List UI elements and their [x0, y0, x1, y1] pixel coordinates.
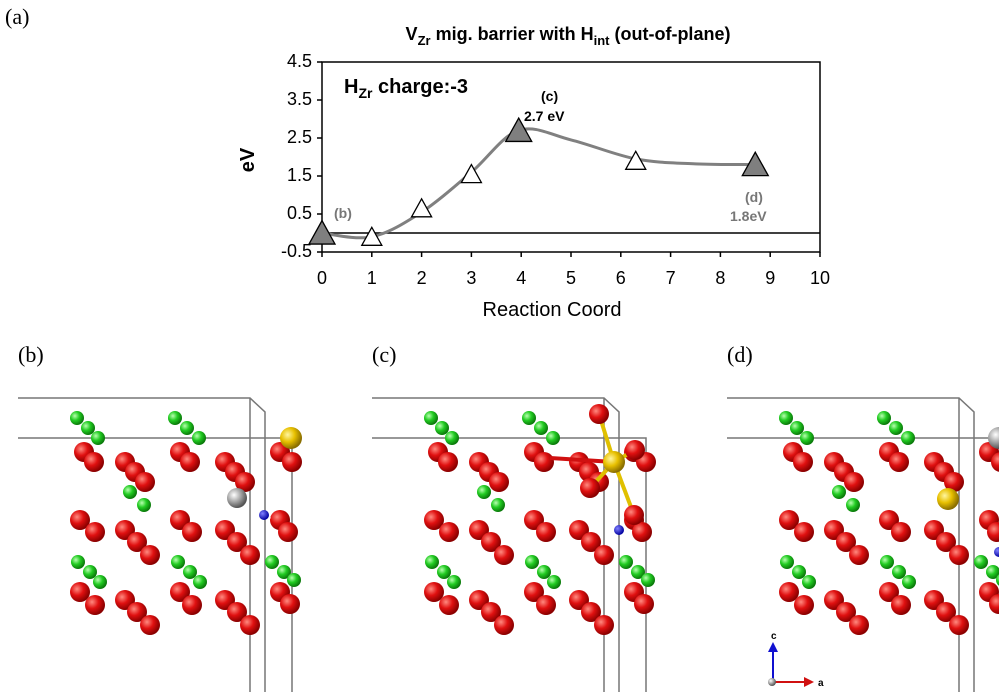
x-tick-label: 3 [466, 268, 476, 288]
annotation-part: Zr [358, 85, 373, 101]
title-part: V [406, 24, 418, 44]
x-tick-label: 5 [566, 268, 576, 288]
x-axis-label: Reaction Coord [483, 299, 622, 321]
y-tick-label: 3.5 [287, 89, 312, 109]
x-tick-label: 1 [367, 268, 377, 288]
x-tick-label: 7 [666, 268, 676, 288]
chart-title: VZr mig. barrier with Hint (out-of-plane… [406, 24, 731, 48]
annotation: (b) [334, 205, 352, 221]
annotation: 2.7 eV [524, 108, 565, 124]
x-tick-label: 0 [317, 268, 327, 288]
x-tick-label: 6 [616, 268, 626, 288]
x-tick-label: 4 [516, 268, 526, 288]
annotation: (c) [541, 88, 558, 104]
figure: (a) (b) (c) (d) [0, 0, 999, 692]
title-part: int [594, 33, 611, 48]
x-tick-label: 9 [765, 268, 775, 288]
annotation-part: H [344, 76, 358, 98]
x-tick-label: 10 [810, 268, 830, 288]
panel-label: (c) [372, 342, 396, 367]
title-part: Zr [418, 33, 431, 48]
lattice-axis-label: c [771, 631, 777, 642]
chart: VZr mig. barrier with Hint (out-of-plane… [237, 24, 830, 321]
y-tick-label: 0.5 [287, 203, 312, 223]
structure-c [372, 398, 656, 692]
annotation: 1.8eV [730, 208, 767, 224]
y-tick-label: -0.5 [281, 241, 312, 261]
title-part: (out-of-plane) [609, 24, 730, 44]
x-tick-label: 8 [715, 268, 725, 288]
annotation-part: charge:-3 [372, 76, 468, 98]
y-tick-label: 2.5 [287, 127, 312, 147]
panel-label: (a) [5, 4, 29, 29]
structure-d: c a [727, 398, 999, 692]
y-tick-label: 1.5 [287, 165, 312, 185]
structure-b [18, 398, 302, 692]
energy-curve [322, 129, 755, 238]
y-axis-label: eV [237, 147, 259, 172]
annotation: HZr charge:-3 [344, 76, 468, 101]
y-tick-label: 4.5 [287, 51, 312, 71]
x-tick-label: 2 [417, 268, 427, 288]
annotation: (d) [745, 189, 763, 205]
title-part: mig. barrier with H [431, 24, 594, 44]
lattice-axis-label: a [818, 678, 824, 689]
panel-label: (b) [18, 342, 44, 367]
panel-label: (d) [727, 342, 753, 367]
